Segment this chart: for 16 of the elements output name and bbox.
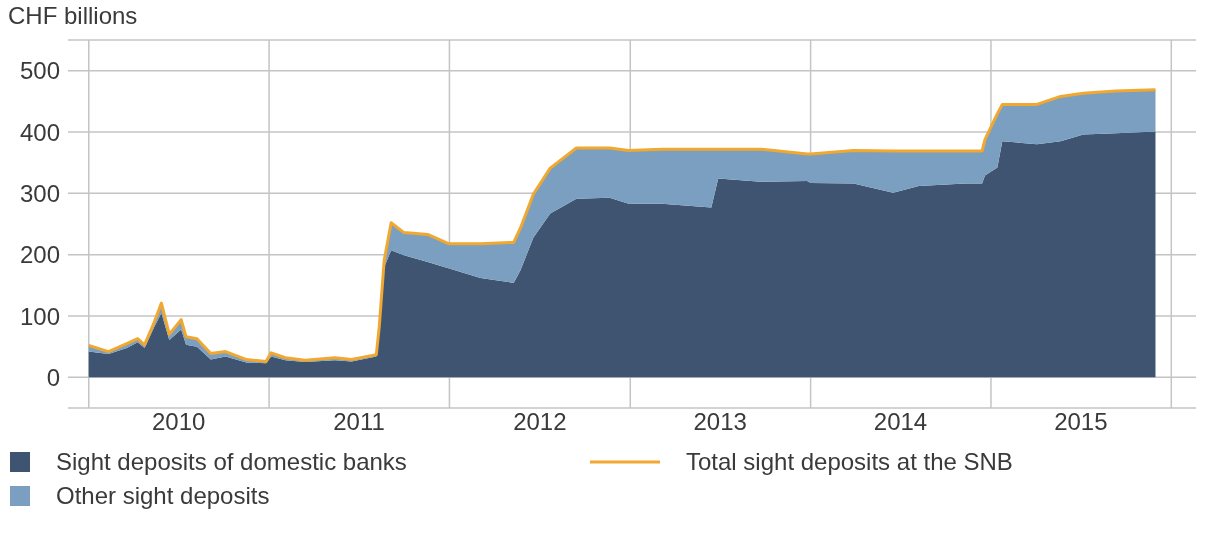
legend-label: Total sight deposits at the SNB [686,448,1013,476]
x-tick-label: 2010 [151,408,206,435]
x-tick-label: 2011 [333,408,385,435]
y-axis-title: CHF billions [8,2,138,30]
legend-label: Sight deposits of domestic banks [56,448,407,476]
x-tick-label: 2012 [513,408,567,435]
y-tick-label: 200 [19,241,60,269]
y-tick-label: 300 [19,179,60,207]
y-tick-label: 500 [19,57,60,85]
y-tick-label: 100 [19,302,60,330]
x-tick-label: 2013 [693,408,747,435]
x-tick-label: 2014 [873,408,928,435]
y-tick-label: 400 [19,118,60,146]
legend-label: Other sight deposits [56,482,270,510]
x-tick-label: 2015 [1054,408,1108,435]
y-tick-label: 0 [46,363,60,391]
